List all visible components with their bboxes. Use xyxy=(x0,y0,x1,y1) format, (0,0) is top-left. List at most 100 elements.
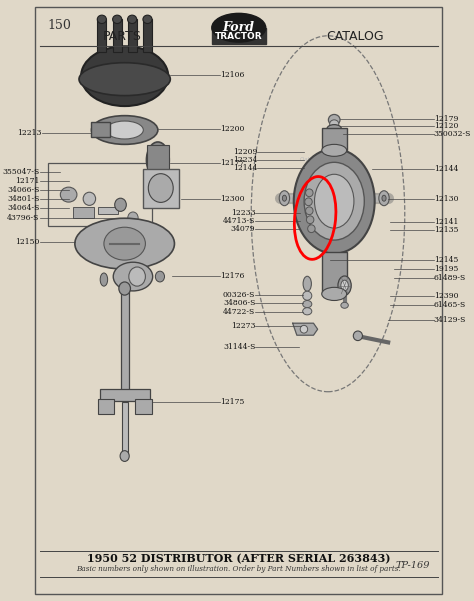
Ellipse shape xyxy=(303,308,312,315)
Ellipse shape xyxy=(322,287,346,300)
Ellipse shape xyxy=(120,451,129,462)
Text: 12209: 12209 xyxy=(233,148,257,156)
Text: 12130: 12130 xyxy=(434,195,458,203)
Text: 12144: 12144 xyxy=(233,163,257,172)
Ellipse shape xyxy=(106,121,143,139)
Ellipse shape xyxy=(143,15,152,23)
Text: 355047-S: 355047-S xyxy=(2,168,40,176)
Text: 12200: 12200 xyxy=(220,125,245,133)
Ellipse shape xyxy=(308,225,315,233)
Ellipse shape xyxy=(283,195,286,201)
Ellipse shape xyxy=(322,144,346,156)
Bar xyxy=(97,19,106,52)
Bar xyxy=(212,28,266,44)
Text: 12106: 12106 xyxy=(220,71,245,79)
Text: Oaher Motors® Store: Oaher Motors® Store xyxy=(300,157,356,162)
Text: 34806-S: 34806-S xyxy=(223,299,255,308)
Ellipse shape xyxy=(306,207,313,215)
Text: 12150: 12150 xyxy=(15,239,40,246)
Text: 61465-S: 61465-S xyxy=(434,301,466,310)
Text: 12145: 12145 xyxy=(434,256,458,264)
Ellipse shape xyxy=(303,300,312,308)
Bar xyxy=(143,19,152,52)
Ellipse shape xyxy=(119,282,130,295)
Text: 12141: 12141 xyxy=(434,218,458,225)
Text: 12175: 12175 xyxy=(220,398,245,406)
Ellipse shape xyxy=(303,276,311,291)
Text: 34079: 34079 xyxy=(231,225,255,233)
Bar xyxy=(122,402,128,456)
Ellipse shape xyxy=(128,212,138,224)
Text: 12390: 12390 xyxy=(434,292,458,300)
Text: 12171: 12171 xyxy=(15,177,40,185)
Ellipse shape xyxy=(100,273,108,286)
Text: 34129-S: 34129-S xyxy=(434,316,466,325)
Text: 12176: 12176 xyxy=(220,272,245,280)
Bar xyxy=(91,122,110,137)
Ellipse shape xyxy=(327,124,341,133)
Ellipse shape xyxy=(338,276,351,295)
Ellipse shape xyxy=(305,198,312,206)
Text: 12135: 12135 xyxy=(434,226,458,234)
Ellipse shape xyxy=(75,218,174,269)
Bar xyxy=(120,288,129,393)
Text: 61489-S: 61489-S xyxy=(434,274,466,282)
Text: 12120: 12120 xyxy=(434,123,458,130)
Text: TRACTOR: TRACTOR xyxy=(215,32,263,41)
Ellipse shape xyxy=(304,162,365,240)
Ellipse shape xyxy=(81,46,168,106)
Ellipse shape xyxy=(379,191,389,206)
Ellipse shape xyxy=(303,291,312,300)
Ellipse shape xyxy=(279,191,290,206)
Ellipse shape xyxy=(113,15,122,23)
Bar xyxy=(73,207,93,218)
Text: PARTS: PARTS xyxy=(103,29,142,43)
Ellipse shape xyxy=(129,267,146,286)
Bar xyxy=(100,389,150,401)
Text: 12234: 12234 xyxy=(233,156,257,164)
Text: 34066-S: 34066-S xyxy=(7,186,40,194)
Ellipse shape xyxy=(113,262,153,291)
Ellipse shape xyxy=(212,13,266,42)
Text: 00326-S: 00326-S xyxy=(223,290,255,299)
Bar xyxy=(98,399,114,414)
Ellipse shape xyxy=(148,174,173,203)
Polygon shape xyxy=(293,323,318,335)
Ellipse shape xyxy=(128,15,137,23)
Text: TP-169: TP-169 xyxy=(395,561,429,570)
Text: 12300: 12300 xyxy=(220,195,245,203)
Text: 34064-S: 34064-S xyxy=(7,204,40,212)
Text: 34801-S: 34801-S xyxy=(7,195,40,203)
Ellipse shape xyxy=(91,115,158,144)
Text: Ford: Ford xyxy=(223,21,255,34)
Text: 12233: 12233 xyxy=(231,209,255,216)
Ellipse shape xyxy=(306,216,314,224)
Text: 44713-S: 44713-S xyxy=(223,217,255,225)
Text: 12273: 12273 xyxy=(231,322,255,329)
Ellipse shape xyxy=(341,302,348,308)
Bar xyxy=(48,163,152,226)
Ellipse shape xyxy=(146,142,169,178)
Ellipse shape xyxy=(341,280,348,291)
Text: 12144: 12144 xyxy=(434,165,458,173)
Bar xyxy=(143,169,179,208)
Ellipse shape xyxy=(155,271,164,282)
Bar xyxy=(128,19,137,52)
Ellipse shape xyxy=(79,63,170,96)
Ellipse shape xyxy=(353,331,363,341)
Ellipse shape xyxy=(83,192,96,206)
Bar xyxy=(113,19,122,52)
Text: Basic numbers only shown on illustration. Order by Part Numbers shown in list of: Basic numbers only shown on illustration… xyxy=(76,564,401,573)
Text: 1950 52 DISTRIBUTOR (AFTER SERIAL 263843): 1950 52 DISTRIBUTOR (AFTER SERIAL 263843… xyxy=(87,554,391,564)
Ellipse shape xyxy=(329,120,339,128)
Text: CATALOG: CATALOG xyxy=(326,29,384,43)
Bar xyxy=(135,399,152,414)
Ellipse shape xyxy=(60,187,77,202)
Text: 44722-S: 44722-S xyxy=(223,308,255,317)
Bar xyxy=(98,207,118,214)
Text: 19195: 19195 xyxy=(434,265,458,273)
Ellipse shape xyxy=(328,114,340,125)
Ellipse shape xyxy=(294,149,374,254)
Text: 12179: 12179 xyxy=(434,115,458,123)
Text: 350032-S: 350032-S xyxy=(434,130,471,138)
